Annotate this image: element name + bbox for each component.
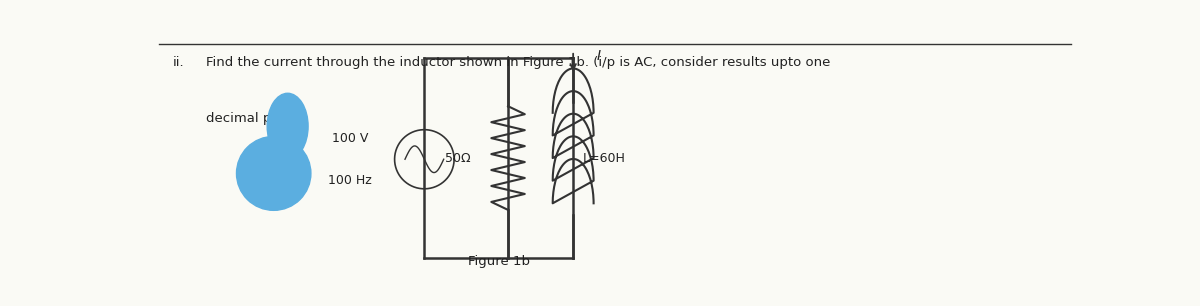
Ellipse shape	[236, 136, 311, 210]
Text: Figure 1b: Figure 1b	[468, 255, 529, 268]
Ellipse shape	[268, 93, 308, 159]
Text: 50Ω: 50Ω	[445, 151, 470, 165]
Text: I: I	[596, 49, 600, 62]
Text: 100 Hz: 100 Hz	[328, 174, 372, 187]
Text: ii.: ii.	[173, 56, 185, 69]
Text: 100 V: 100 V	[331, 132, 368, 144]
Text: L=60H: L=60H	[582, 151, 625, 165]
Text: Find the current through the inductor shown in Figure 1b. (i/p is AC, consider r: Find the current through the inductor sh…	[206, 56, 830, 69]
Text: decimal place).: decimal place).	[206, 112, 308, 125]
